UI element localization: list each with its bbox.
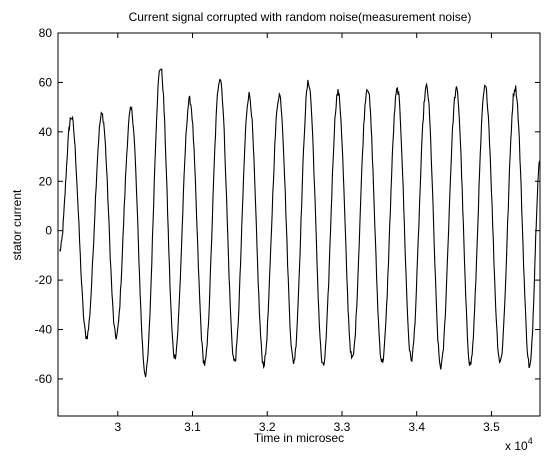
- y-tick-label: 80: [39, 26, 53, 40]
- y-axis: -60 -40 -20 0 20 40 60 80: [35, 26, 540, 386]
- y-tick-label: 60: [39, 75, 53, 89]
- y-tick-label: -40: [35, 323, 53, 337]
- x-tick-label: 3: [114, 420, 121, 434]
- series-layer: [59, 68, 541, 378]
- x-tick-label: 3.2: [259, 420, 276, 434]
- y-tick-label: -20: [35, 273, 53, 287]
- x-axis-exponent: x 104: [505, 436, 533, 453]
- x-axis-label: Time in microsec: [254, 431, 344, 445]
- x-tick-label: 3.4: [408, 420, 425, 434]
- x-tick-label: 3.1: [184, 420, 201, 434]
- y-axis-label: stator current: [10, 189, 24, 260]
- x-axis-exponent-base: x 10: [505, 439, 528, 453]
- y-tick-label: -60: [35, 372, 53, 386]
- plot-area: [57, 32, 541, 417]
- chart-title: Current signal corrupted with random noi…: [129, 10, 472, 24]
- x-tick-label: 3.3: [334, 420, 351, 434]
- x-tick-label: 3.5: [483, 420, 500, 434]
- y-tick-label: 40: [39, 125, 53, 139]
- y-tick-label: 20: [39, 174, 53, 188]
- series-line: [59, 68, 541, 378]
- y-tick-label: 0: [45, 224, 52, 238]
- x-axis-exponent-power: 4: [528, 436, 533, 446]
- x-axis: 3 3.1 3.2 3.3 3.4 3.5: [114, 33, 500, 434]
